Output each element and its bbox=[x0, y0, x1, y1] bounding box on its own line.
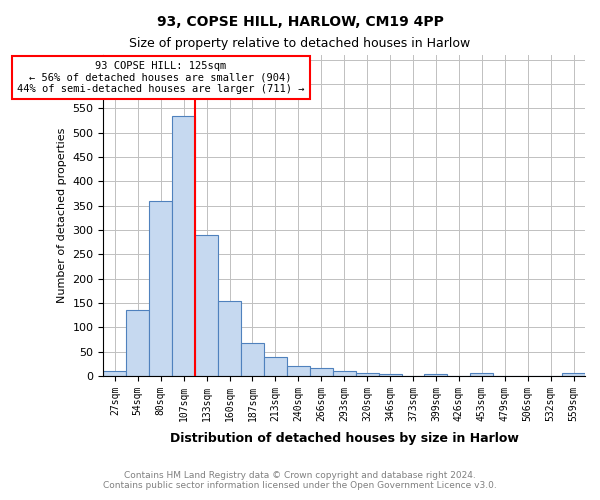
Bar bbox=[195, 235, 218, 376]
Bar bbox=[470, 373, 493, 376]
Bar bbox=[287, 366, 310, 376]
Bar bbox=[127, 310, 149, 376]
Text: 93, COPSE HILL, HARLOW, CM19 4PP: 93, COPSE HILL, HARLOW, CM19 4PP bbox=[157, 15, 443, 29]
Bar bbox=[149, 201, 172, 376]
Bar bbox=[356, 374, 379, 376]
Text: 93 COPSE HILL: 125sqm
← 56% of detached houses are smaller (904)
44% of semi-det: 93 COPSE HILL: 125sqm ← 56% of detached … bbox=[17, 61, 304, 94]
Bar bbox=[172, 116, 195, 376]
Y-axis label: Number of detached properties: Number of detached properties bbox=[57, 128, 67, 303]
Bar bbox=[218, 300, 241, 376]
Bar bbox=[379, 374, 401, 376]
Bar bbox=[103, 371, 127, 376]
X-axis label: Distribution of detached houses by size in Harlow: Distribution of detached houses by size … bbox=[170, 432, 518, 445]
Bar bbox=[310, 368, 333, 376]
Text: Size of property relative to detached houses in Harlow: Size of property relative to detached ho… bbox=[130, 38, 470, 51]
Bar bbox=[264, 358, 287, 376]
Bar bbox=[562, 374, 585, 376]
Bar bbox=[424, 374, 448, 376]
Bar bbox=[241, 343, 264, 376]
Text: Contains HM Land Registry data © Crown copyright and database right 2024.
Contai: Contains HM Land Registry data © Crown c… bbox=[103, 470, 497, 490]
Bar bbox=[333, 371, 356, 376]
